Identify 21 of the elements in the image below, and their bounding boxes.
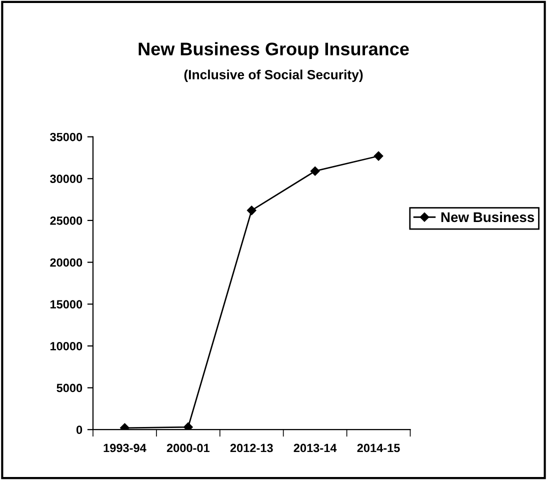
x-tick-label: 2000-01 xyxy=(166,444,210,452)
point xyxy=(184,422,193,430)
x-tick-label: 2012-13 xyxy=(230,444,273,452)
x-tick-label: 1993-94 xyxy=(104,444,146,452)
point xyxy=(246,206,256,216)
point xyxy=(120,423,130,430)
x-tick-label: 2013-14 xyxy=(294,444,337,452)
y-tick-label: 30000 xyxy=(50,174,82,184)
chart-subtitle: (Inclusive of Social Security) xyxy=(184,70,363,82)
x-tick-label: 2014-15 xyxy=(357,444,400,452)
legend-label: New Business xyxy=(441,212,534,222)
point xyxy=(374,151,384,161)
y-tick-label: 15000 xyxy=(50,300,82,309)
y-tick-label: 35000 xyxy=(50,132,82,142)
y-tick-label: 25000 xyxy=(50,216,82,225)
chart-title: New Business Group Insurance xyxy=(138,42,409,59)
y-tick-label: 5000 xyxy=(56,384,82,392)
y-tick-label: 20000 xyxy=(50,258,82,267)
y-tick-label: 10000 xyxy=(50,342,82,350)
point xyxy=(310,166,320,176)
y-tick-label: 0 xyxy=(76,426,82,434)
